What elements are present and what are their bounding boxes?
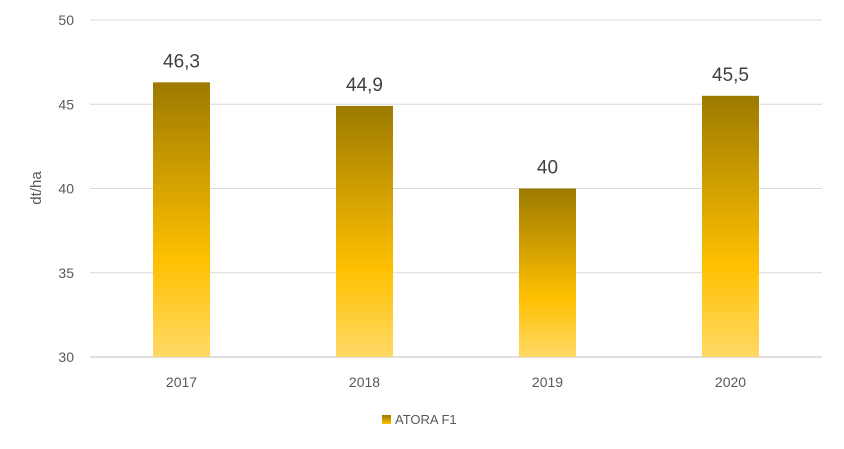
data-label: 40 [537, 158, 558, 179]
y-tick-label: 40 [58, 181, 74, 197]
y-tick-label: 45 [58, 96, 74, 112]
y-tick-label: 35 [58, 265, 74, 281]
gridlines [90, 19, 822, 358]
y-tick-label: 50 [58, 12, 74, 28]
bar-2019 [519, 188, 576, 357]
bar-2017 [153, 82, 210, 357]
y-axis-ticks: 30 35 40 45 50 [58, 12, 74, 365]
bars [153, 82, 759, 357]
x-tick-label: 2017 [166, 374, 197, 390]
y-axis-title: dt/ha [28, 171, 45, 205]
bar-2020 [702, 95, 759, 357]
data-label: 44,9 [346, 75, 383, 96]
legend-swatch [382, 415, 391, 424]
y-tick-label: 30 [58, 349, 74, 365]
x-tick-label: 2018 [349, 374, 380, 390]
x-tick-label: 2019 [532, 374, 563, 390]
x-tick-label: 2020 [715, 374, 746, 390]
data-label: 46,3 [163, 51, 200, 72]
bar-2018 [336, 105, 393, 357]
data-label: 45,5 [712, 65, 749, 86]
legend: ATORA F1 [382, 412, 457, 427]
legend-label: ATORA F1 [395, 412, 457, 427]
x-axis-ticks: 2017 2018 2019 2020 [166, 374, 746, 390]
data-labels: 46,3 44,9 40 45,5 [163, 51, 749, 178]
